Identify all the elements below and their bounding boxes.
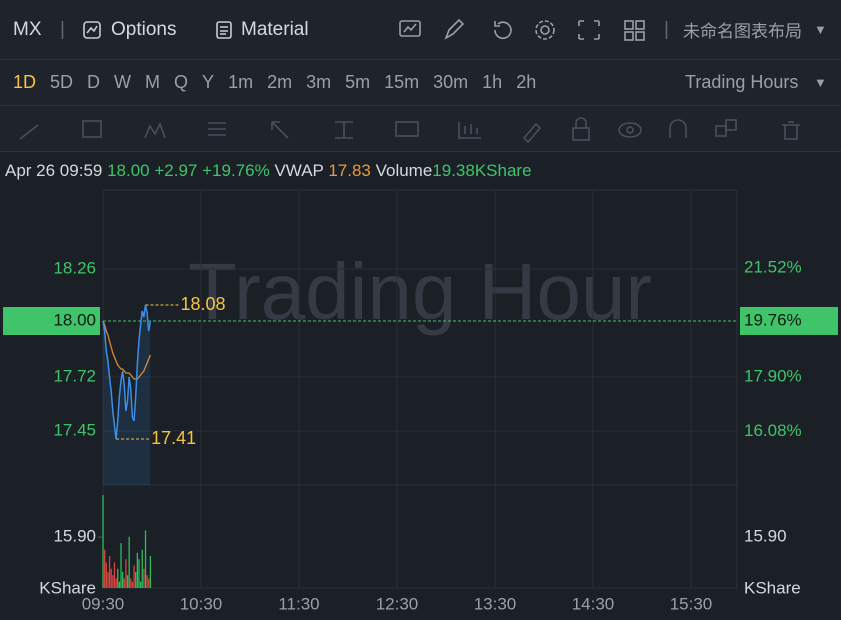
material-icon <box>216 20 232 39</box>
interval-option[interactable]: 15m <box>384 72 420 92</box>
session-select[interactable]: Trading Hours <box>685 72 799 92</box>
last-price-tag <box>3 307 100 335</box>
volume-tick-label: 15.90 <box>53 527 96 546</box>
interval-option[interactable]: 1D <box>13 72 37 92</box>
quote-change: +2.97 <box>154 161 198 180</box>
volume-bar <box>130 578 132 588</box>
top-bar: MX | Options Material | 未命名图表布局 ▼ <box>0 0 841 60</box>
interval-option[interactable]: 30m <box>433 72 469 92</box>
layout-select[interactable]: 未命名图表布局 <box>683 22 802 41</box>
x-tick-label: 14:30 <box>572 594 615 613</box>
y2-tick-label: 21.52% <box>744 258 802 277</box>
volume-bar <box>113 562 116 588</box>
volume-tick-label: 15.90 <box>744 527 787 546</box>
interval-option[interactable]: 1h <box>482 72 503 92</box>
quote-bar: Apr 26 09:59 18.00 +2.97 +19.76% VWAP 17… <box>5 152 532 190</box>
volume-bar <box>146 575 148 588</box>
volume-bar <box>144 530 147 588</box>
interval-option[interactable]: D <box>87 72 101 92</box>
volume-bar <box>118 581 121 588</box>
symbol[interactable]: MX <box>13 18 42 40</box>
y2-tick-label: 17.90% <box>744 366 802 385</box>
volume-bar <box>148 578 150 588</box>
vwap-label: VWAP <box>274 161 324 180</box>
volume-bar <box>105 562 107 588</box>
volume-bar <box>117 568 119 588</box>
volume-bar <box>107 572 109 588</box>
volume-bar <box>110 568 112 588</box>
volume-bar <box>136 552 138 588</box>
volume-bar <box>139 581 142 588</box>
options-button[interactable]: Options <box>111 18 177 40</box>
price-line <box>102 304 152 440</box>
interval-option[interactable]: 5m <box>345 72 371 92</box>
volume-bar <box>108 556 111 588</box>
low-label: 17.41 <box>151 428 196 448</box>
volume-bar <box>120 543 122 588</box>
y-tick-label: 17.45 <box>53 420 96 439</box>
interval-option[interactable]: 3m <box>306 72 332 92</box>
volume-bar <box>135 572 137 588</box>
interval-option[interactable]: Y <box>202 72 215 92</box>
options-icon <box>83 20 101 39</box>
volume-value: 19.38KShare <box>432 161 532 180</box>
y-tick-label: 17.72 <box>53 366 96 385</box>
volume-bar <box>141 549 143 588</box>
quote-change-pct: +19.76% <box>202 161 270 180</box>
quote-price: 18.00 <box>107 161 150 180</box>
volume-bar <box>102 495 104 588</box>
x-tick-label: 11:30 <box>278 594 319 613</box>
volume-bar <box>131 581 134 588</box>
volume-bar <box>128 536 130 588</box>
y2-tick-label: 16.08% <box>744 421 802 440</box>
high-label: 18.08 <box>180 294 225 314</box>
volume-unit: KShare <box>744 578 801 597</box>
volume-bar <box>133 565 135 588</box>
interval-bar: 1D 5D D W M Q Y 1m 2m 3m 5m 15m 30m 1h 2h Trading Hour… <box>0 60 841 106</box>
y2-tick-label: 19.76% <box>744 310 802 329</box>
interval-option[interactable]: M <box>145 72 161 92</box>
x-tick-label: 09:30 <box>82 594 125 613</box>
volume-label: Volume <box>375 161 433 180</box>
tool-icons <box>399 18 645 41</box>
volume-bar <box>126 575 129 588</box>
interval-option[interactable]: Q <box>174 72 189 92</box>
interval-option[interactable]: 2h <box>516 72 537 92</box>
volume-bar <box>123 578 125 588</box>
interval-list: 1D 5D D W M Q Y 1m 2m 3m 5m 15m 30m 1h 2h <box>6 72 543 93</box>
interval-option[interactable]: W <box>114 72 132 92</box>
y-tick-label: 18.00 <box>53 310 96 329</box>
volume-unit: KShare <box>39 578 96 597</box>
x-tick-label: 10:30 <box>180 594 223 613</box>
volume-bar <box>143 568 145 588</box>
material-button[interactable]: Material <box>241 18 309 40</box>
volume-bar <box>138 559 140 588</box>
last-price-pct-tag <box>740 306 838 335</box>
interval-option[interactable]: 2m <box>267 72 293 92</box>
drawing-toolbar <box>0 106 841 152</box>
x-tick-label: 13:30 <box>474 594 517 613</box>
watermark: Trading Hour <box>188 247 652 336</box>
quote-date: Apr 26 09:59 <box>5 161 103 180</box>
volume-bar <box>115 578 117 588</box>
x-tick-label: 15:30 <box>670 594 713 613</box>
interval-option[interactable]: 1m <box>228 72 254 92</box>
plot-area <box>102 189 738 589</box>
volume-bar <box>125 559 127 588</box>
volume-bar <box>104 549 106 588</box>
volume-bar <box>149 556 152 588</box>
x-tick-label: 12:30 <box>376 594 419 613</box>
vwap-value: 17.83 <box>328 161 371 180</box>
volume-bar <box>122 572 124 588</box>
volume-bar <box>112 575 114 588</box>
y-tick-label: 18.26 <box>53 258 96 277</box>
interval-option[interactable]: 5D <box>50 72 74 92</box>
drawing-tools <box>19 116 800 143</box>
vwap-line <box>102 320 151 380</box>
